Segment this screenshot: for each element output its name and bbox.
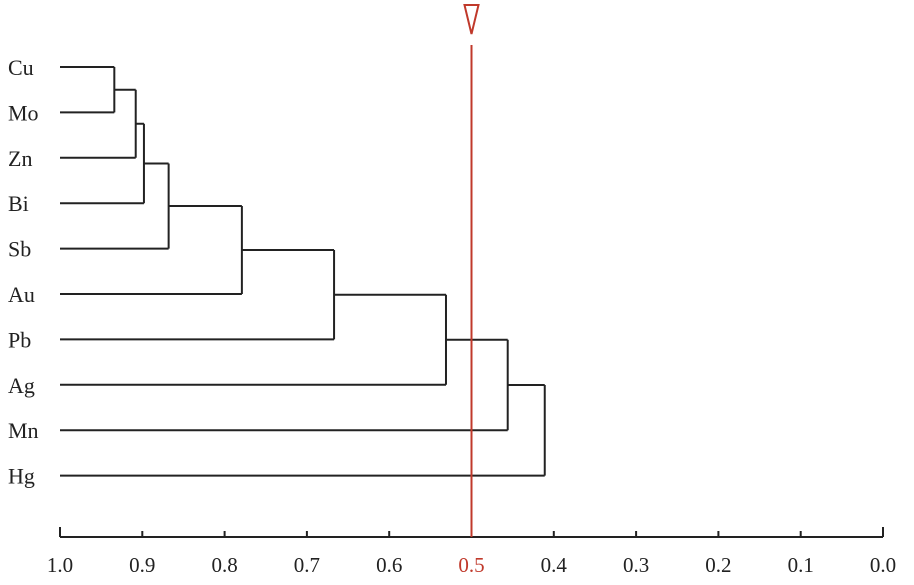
leaf-label-sb: Sb: [8, 237, 31, 262]
x-tick-label-1: 0.9: [129, 553, 155, 577]
x-tick-label-2: 0.8: [211, 553, 237, 577]
x-tick-label-7: 0.3: [623, 553, 649, 577]
x-tick-label-5: 0.5: [458, 553, 484, 577]
x-tick-label-3: 0.7: [294, 553, 320, 577]
x-tick-label-6: 0.4: [541, 553, 568, 577]
x-tick-label-4: 0.6: [376, 553, 402, 577]
leaf-label-au: Au: [8, 282, 35, 307]
leaf-label-cu: Cu: [8, 55, 34, 80]
x-tick-label-10: 0.0: [870, 553, 896, 577]
leaf-label-mn: Mn: [8, 418, 39, 443]
leaf-label-bi: Bi: [8, 191, 29, 216]
leaf-label-hg: Hg: [8, 464, 35, 489]
x-tick-label-0: 1.0: [47, 553, 73, 577]
leaf-label-ag: Ag: [8, 373, 35, 398]
leaf-label-zn: Zn: [8, 146, 32, 171]
leaf-label-mo: Mo: [8, 100, 39, 125]
threshold-triangle-marker-icon: [463, 4, 480, 35]
x-tick-label-8: 0.2: [705, 553, 731, 577]
leaf-label-pb: Pb: [8, 327, 31, 352]
x-tick-label-9: 0.1: [788, 553, 814, 577]
